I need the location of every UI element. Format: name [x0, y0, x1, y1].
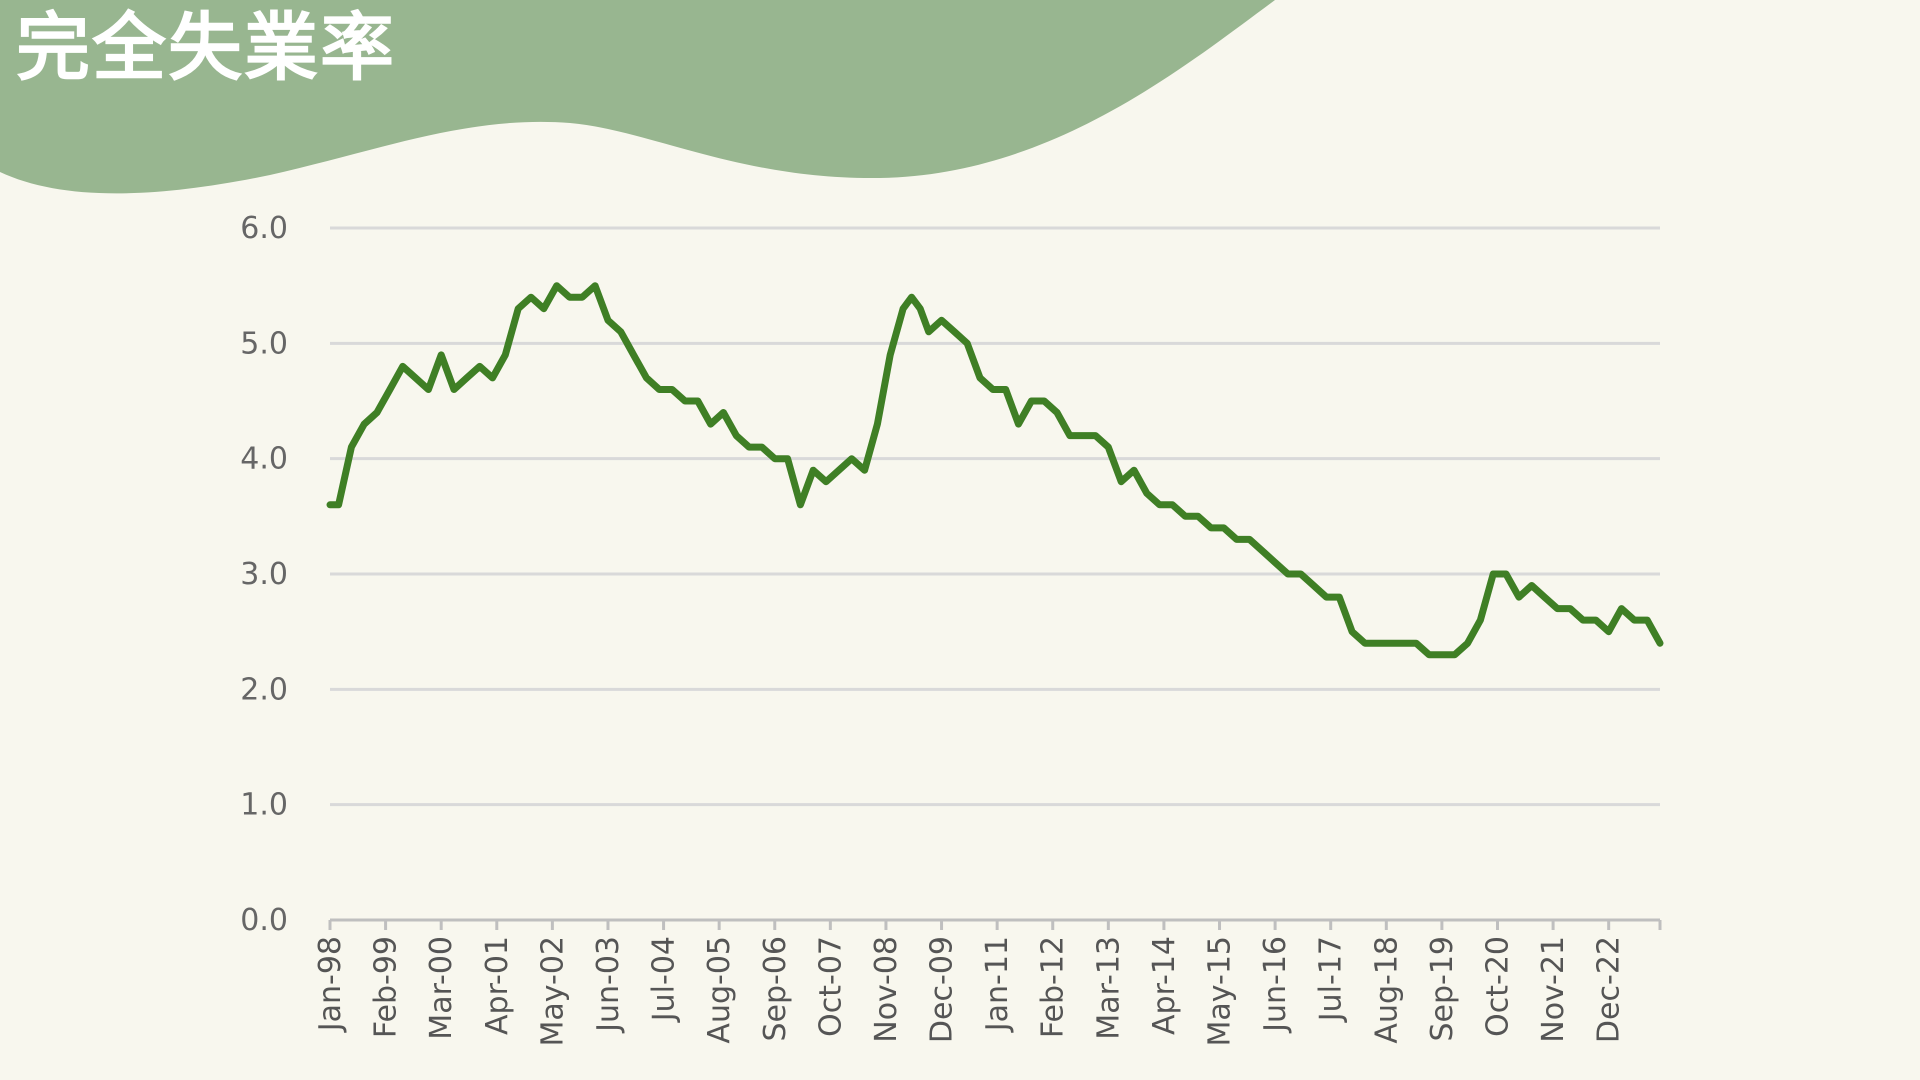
- x-tick-label: Mar-00: [424, 936, 459, 1040]
- y-tick-label: 4.0: [240, 442, 288, 477]
- y-tick-label: 5.0: [240, 326, 288, 361]
- x-tick-label: Oct-20: [1480, 936, 1515, 1037]
- header-wave-shape: [0, 0, 1275, 194]
- x-tick-label: Nov-21: [1536, 936, 1571, 1043]
- x-tick-label: Jan-98: [313, 936, 348, 1033]
- x-tick-label: Jun-03: [591, 936, 626, 1034]
- header-wave-path: [0, 0, 1275, 194]
- x-tick-label: Sep-19: [1425, 936, 1460, 1042]
- x-tick-label: Apr-14: [1147, 936, 1182, 1035]
- x-tick-label: Jul-17: [1314, 936, 1349, 1023]
- x-tick-label: Jul-04: [647, 936, 682, 1023]
- x-tick-label: May-02: [535, 936, 570, 1047]
- x-tick-label: Apr-01: [480, 936, 515, 1035]
- y-tick-label: 6.0: [240, 211, 288, 246]
- x-tick-label: Feb-99: [369, 936, 404, 1038]
- x-tick-label: Jan-11: [980, 936, 1015, 1033]
- x-tick-label: Jun-16: [1258, 936, 1293, 1034]
- axis-layer: [328, 918, 1662, 930]
- x-tick-label: Sep-06: [758, 936, 793, 1042]
- x-tick-label: Dec-22: [1592, 936, 1627, 1043]
- x-tick-label: Nov-08: [869, 936, 904, 1043]
- x-tick-label: Oct-07: [813, 936, 848, 1037]
- x-tick-label: Aug-05: [702, 936, 737, 1044]
- page-title: 完全失業率: [16, 5, 396, 91]
- series-layer: [326, 282, 1664, 659]
- x-tick-label: Aug-18: [1369, 936, 1404, 1044]
- x-tick-labels: Jan-98 Feb-99 Mar-00 Apr-01 May-02 Jun-03 Jul-…: [313, 936, 1627, 1047]
- y-tick-labels: 0.0 1.0 2.0 3.0 4.0 5.0 6.0: [240, 211, 288, 938]
- x-tick-label: Dec-09: [925, 936, 960, 1043]
- y-tick-label: 0.0: [240, 903, 288, 938]
- x-tick-label: May-15: [1203, 936, 1238, 1047]
- x-tick-label: Feb-12: [1036, 936, 1071, 1038]
- series-line-unemployment-rate: [326, 282, 1664, 659]
- grid-layer: [330, 226, 1660, 807]
- x-tick-label: Mar-13: [1091, 936, 1126, 1040]
- y-tick-label: 1.0: [240, 788, 288, 823]
- y-tick-label: 2.0: [240, 672, 288, 707]
- y-tick-label: 3.0: [240, 557, 288, 592]
